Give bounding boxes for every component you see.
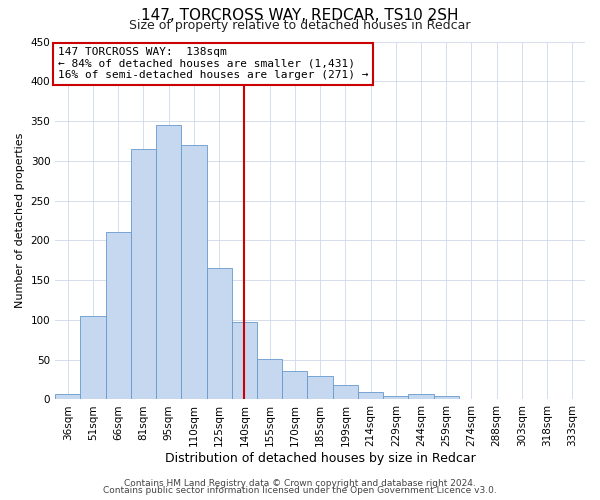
Bar bbox=[332, 385, 358, 400]
Bar bbox=[484, 398, 509, 400]
Bar bbox=[55, 394, 80, 400]
Bar bbox=[257, 359, 282, 400]
Text: 147 TORCROSS WAY:  138sqm
← 84% of detached houses are smaller (1,431)
16% of se: 147 TORCROSS WAY: 138sqm ← 84% of detach… bbox=[58, 47, 368, 80]
Bar bbox=[307, 376, 332, 400]
Text: 147, TORCROSS WAY, REDCAR, TS10 2SH: 147, TORCROSS WAY, REDCAR, TS10 2SH bbox=[141, 8, 459, 22]
Bar bbox=[106, 232, 131, 400]
Bar bbox=[560, 398, 585, 400]
Bar bbox=[181, 145, 206, 400]
Bar bbox=[434, 396, 459, 400]
Bar bbox=[232, 322, 257, 400]
X-axis label: Distribution of detached houses by size in Redcar: Distribution of detached houses by size … bbox=[165, 452, 475, 465]
Bar bbox=[535, 398, 560, 400]
Y-axis label: Number of detached properties: Number of detached properties bbox=[15, 133, 25, 308]
Bar bbox=[383, 396, 409, 400]
Text: Contains HM Land Registry data © Crown copyright and database right 2024.: Contains HM Land Registry data © Crown c… bbox=[124, 478, 476, 488]
Text: Contains public sector information licensed under the Open Government Licence v3: Contains public sector information licen… bbox=[103, 486, 497, 495]
Bar bbox=[358, 392, 383, 400]
Bar bbox=[459, 398, 484, 400]
Bar bbox=[80, 316, 106, 400]
Bar bbox=[509, 398, 535, 400]
Bar bbox=[131, 149, 156, 400]
Bar bbox=[206, 268, 232, 400]
Text: Size of property relative to detached houses in Redcar: Size of property relative to detached ho… bbox=[129, 19, 471, 32]
Bar bbox=[282, 371, 307, 400]
Bar bbox=[156, 125, 181, 400]
Bar bbox=[409, 394, 434, 400]
